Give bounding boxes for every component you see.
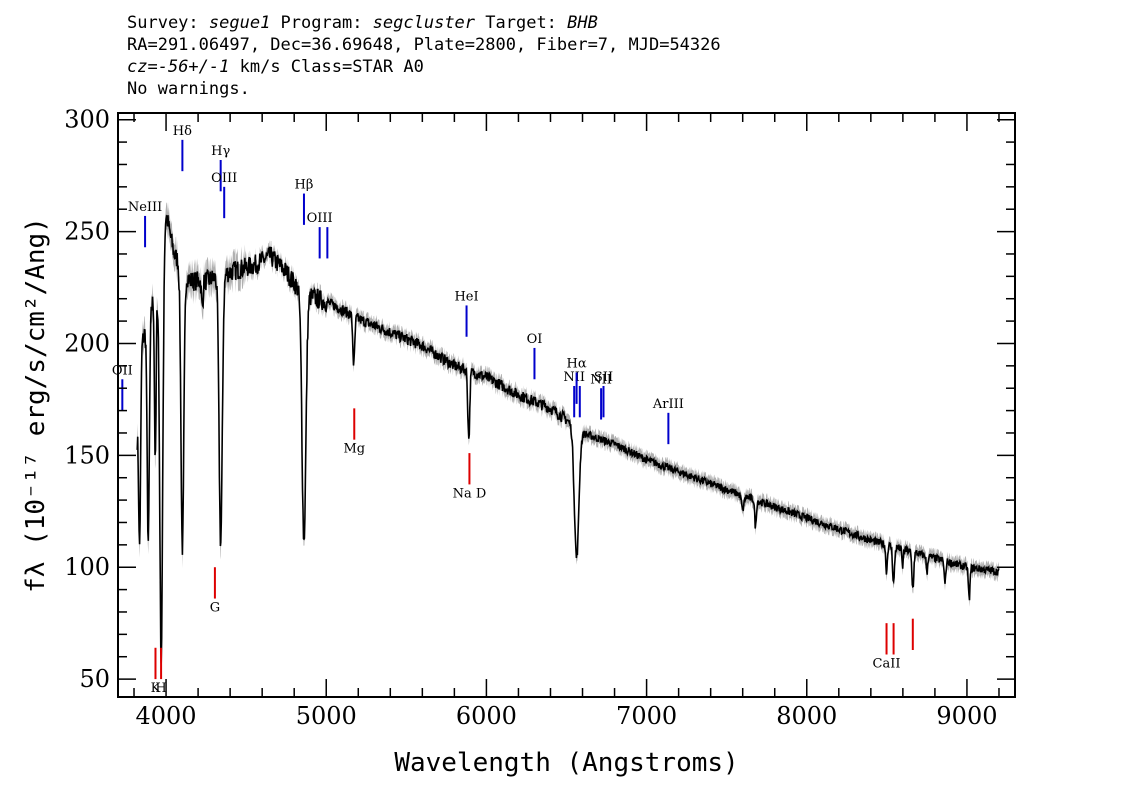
survey-name: segue1	[208, 13, 271, 33]
spectrum-header: Survey: segue1 Program: segcluster Targe…	[127, 12, 721, 100]
error-band-area	[137, 201, 999, 677]
emission-line-label: OIII	[307, 211, 333, 226]
x-tick-label: 6000	[456, 702, 517, 730]
emission-line-label: Hβ	[295, 178, 314, 193]
y-axis-title: fλ (10⁻¹⁷ erg/s/cm²/Ang)	[21, 217, 51, 593]
emission-line-label: NII	[563, 370, 585, 385]
error-band	[137, 201, 999, 677]
spectrum-series	[136, 214, 1000, 664]
x-tick-label: 5000	[296, 702, 357, 730]
emission-line-label: NeIII	[128, 200, 162, 215]
emission-line-label: Hγ	[211, 144, 230, 159]
redshift-value: -56+/-1	[157, 57, 230, 77]
x-tick-label: 7000	[616, 702, 677, 730]
emission-line-label: Hδ	[173, 124, 192, 139]
y-tick-label: 250	[64, 218, 110, 246]
absorption-line-label: Na D	[453, 486, 487, 501]
header-line-3: cz=-56+/-1 km/s Class=STAR A0	[127, 57, 424, 77]
emission-line-label: SII	[594, 370, 613, 385]
axis-ticks: 4000 5000 6000 7000 8000 9000 50 100 150 200 250 30…	[64, 106, 1015, 730]
absorption-line-label: K	[151, 681, 161, 696]
y-tick-label: 50	[79, 665, 110, 693]
absorption-line-label: G	[210, 600, 220, 615]
x-axis-title: Wavelength (Angstroms)	[394, 748, 738, 778]
emission-line-label: HeI	[454, 289, 478, 304]
y-tick-label: 100	[64, 553, 110, 581]
x-tick-label: 4000	[136, 702, 197, 730]
absorption-line-label: Mg	[343, 442, 365, 457]
emission-line-label: OI	[527, 332, 543, 347]
header-line-2: RA=291.06497, Dec=36.69648, Plate=2800, …	[127, 35, 721, 55]
y-tick-label: 200	[64, 329, 110, 357]
program-name: segcluster	[372, 13, 476, 33]
spectrum-line	[136, 214, 1000, 664]
plot-frame	[117, 112, 1016, 698]
emission-line-label: ArIII	[652, 397, 684, 412]
absorption-line-label: H	[155, 681, 166, 696]
emission-line-label: NII	[590, 372, 612, 387]
x-tick-label: 8000	[776, 702, 837, 730]
absorption-line-label: CaII	[873, 656, 901, 671]
emission-line-label: OIII	[211, 171, 237, 186]
y-tick-label: 300	[64, 106, 110, 134]
target-name: BHB	[567, 13, 598, 33]
header-line-1: Survey: segue1 Program: segcluster Targe…	[127, 13, 598, 33]
emission-line-label: Hα	[567, 357, 587, 372]
y-tick-label: 150	[64, 441, 110, 469]
header-line-4: No warnings.	[127, 79, 250, 99]
x-tick-label: 9000	[936, 702, 997, 730]
